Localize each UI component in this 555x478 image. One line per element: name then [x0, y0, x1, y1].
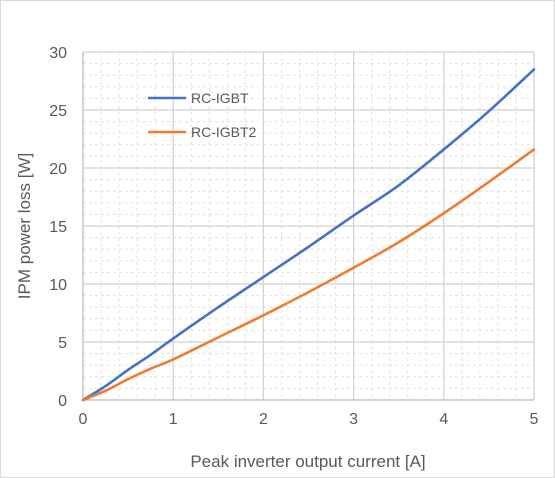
y-tick-label: 25 — [49, 103, 67, 120]
y-tick-label: 20 — [49, 161, 67, 178]
major-gridlines — [82, 51, 535, 401]
x-tick-label: 2 — [259, 411, 268, 428]
legend: RC-IGBT RC-IGBT2 — [148, 90, 257, 140]
axes — [82, 52, 534, 401]
x-tick-label: 5 — [530, 411, 539, 428]
y-tick-label: 5 — [58, 335, 67, 352]
tick-labels: 0 1 2 3 4 5 0 5 10 15 20 25 30 — [49, 45, 538, 428]
y-tick-label: 0 — [58, 393, 67, 410]
x-tick-label: 3 — [349, 411, 358, 428]
y-tick-label: 15 — [49, 219, 67, 236]
x-tick-label: 0 — [79, 411, 88, 428]
y-tick-label: 30 — [49, 45, 67, 62]
x-tick-label: 4 — [439, 411, 448, 428]
legend-label: RC-IGBT — [191, 90, 249, 106]
y-axis-title: IPM power loss [W] — [15, 153, 34, 299]
series-lines — [81, 68, 536, 402]
x-axis-title: Peak inverter output current [A] — [190, 452, 425, 471]
series-line-rc-igbt — [81, 68, 536, 402]
legend-label: RC-IGBT2 — [191, 124, 257, 140]
y-tick-label: 10 — [49, 277, 67, 294]
series-line-rc-igbt2 — [81, 148, 536, 402]
x-tick-label: 1 — [169, 411, 178, 428]
